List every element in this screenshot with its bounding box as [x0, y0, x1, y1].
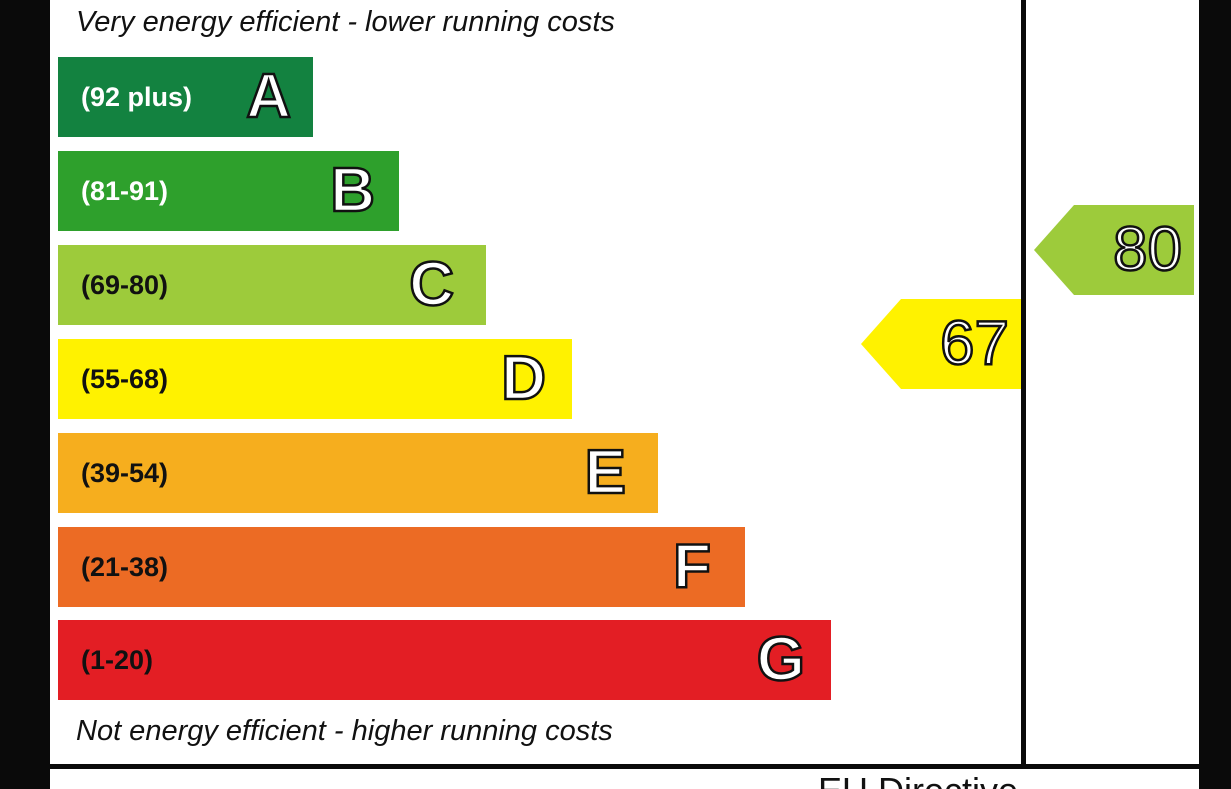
band-range-label: (1-20): [81, 645, 154, 675]
band-letter: D: [500, 343, 547, 415]
rating-value: 80: [1112, 214, 1183, 286]
bottom-caption: Not energy efficient - higher running co…: [76, 715, 613, 747]
footer-title: EU Directive: [818, 773, 1018, 789]
band-range-label: (81-91): [81, 176, 169, 206]
band-letter: A: [245, 61, 292, 133]
band-range-label: (92 plus): [81, 82, 193, 112]
band-letter: E: [583, 437, 627, 509]
footer-panel: [50, 769, 1199, 789]
band-d: (55-68) D: [58, 339, 572, 419]
band-letter: G: [756, 624, 807, 696]
band-g: (1-20) G: [58, 620, 831, 700]
rating-value: 67: [939, 308, 1010, 380]
band-a: (92 plus) A: [58, 57, 313, 137]
band-range-label: (21-38): [81, 552, 169, 582]
band-e: (39-54) E: [58, 433, 658, 513]
band-range-label: (39-54): [81, 458, 169, 488]
band-b: (81-91) B: [58, 151, 399, 231]
band-f: (21-38) F: [58, 527, 745, 607]
band-c: (69-80) C: [58, 245, 486, 325]
current-rating-arrow: 67: [861, 299, 1021, 389]
band-letter: F: [672, 531, 712, 603]
band-range-label: (55-68): [81, 364, 169, 394]
band-letter: B: [329, 155, 376, 227]
top-caption: Very energy efficient - lower running co…: [76, 6, 615, 38]
band-letter: C: [408, 249, 455, 321]
potential-column: [1026, 0, 1199, 764]
band-range-label: (69-80): [81, 270, 169, 300]
